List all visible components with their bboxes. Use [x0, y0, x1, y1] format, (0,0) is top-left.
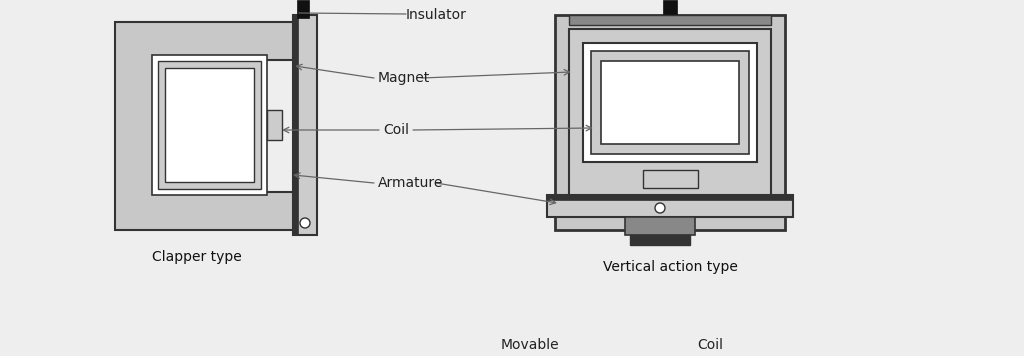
Bar	[267, 110, 282, 140]
Bar	[630, 235, 690, 245]
Bar	[591, 51, 749, 154]
Bar	[569, 29, 771, 216]
Text: Armature: Armature	[378, 176, 443, 190]
Polygon shape	[115, 22, 300, 230]
Text: Insulator: Insulator	[406, 8, 467, 22]
Bar	[663, 0, 677, 20]
Circle shape	[655, 203, 665, 213]
Text: Movable: Movable	[501, 338, 559, 352]
Bar	[643, 170, 698, 188]
Bar	[158, 61, 261, 189]
Bar	[152, 55, 267, 195]
Text: Coil: Coil	[697, 338, 723, 352]
Bar	[165, 68, 254, 182]
Text: Coil: Coil	[383, 123, 409, 137]
Bar	[547, 195, 793, 217]
Text: Clapper type: Clapper type	[153, 250, 242, 264]
Bar	[547, 195, 793, 200]
Bar	[297, 0, 309, 18]
Circle shape	[300, 218, 310, 228]
Bar	[583, 43, 757, 162]
Bar	[625, 217, 695, 235]
Bar	[293, 15, 317, 235]
Bar	[555, 15, 785, 230]
Bar	[601, 61, 739, 144]
Text: Vertical action type: Vertical action type	[602, 260, 737, 274]
Text: Magnet: Magnet	[378, 71, 430, 85]
Bar	[569, 15, 771, 25]
Bar	[293, 15, 298, 235]
